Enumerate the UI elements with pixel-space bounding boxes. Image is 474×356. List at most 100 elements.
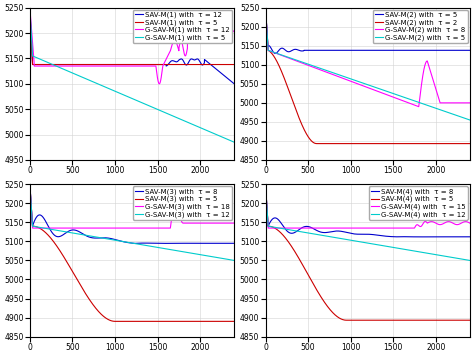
SAV-M(1) with  τ = 5 (50, 62, 55, 67)
SAV-M(4) with  τ = 5 (467, 318, 473, 322)
SAV-M(1) with  τ = 12 (55, 62, 61, 67)
SAV-M(4) with  τ = 5 (263, 183, 268, 187)
SAV-M(1) with  τ = 12 (27, 11, 33, 15)
SAV-M(1) with  τ = 5 (27, 8, 33, 12)
SAV-M(1) with  τ = 12 (120, 62, 126, 67)
SAV-M(2) with  τ = 5 (436, 48, 441, 52)
G-SAV-M(4) with  τ = 15 (467, 221, 473, 225)
Line: SAV-M(1) with  τ = 12: SAV-M(1) with τ = 12 (30, 13, 234, 84)
SAV-M(1) with  τ = 5 (200, 62, 206, 67)
G-SAV-M(4) with  τ = 15 (285, 226, 291, 230)
G-SAV-M(2) with  τ = 5 (263, 6, 268, 11)
Legend: SAV-M(1) with  τ = 12, SAV-M(1) with  τ = 5, G-SAV-M(1) with  τ = 12, G-SAV-M(1): SAV-M(1) with τ = 12, SAV-M(1) with τ = … (133, 10, 232, 43)
SAV-M(2) with  τ = 5 (273, 51, 278, 56)
G-SAV-M(3) with  τ = 18 (200, 221, 206, 225)
SAV-M(4) with  τ = 5 (268, 224, 274, 229)
G-SAV-M(1) with  τ = 12 (231, 28, 237, 33)
G-SAV-M(1) with  τ = 12 (200, 26, 206, 30)
G-SAV-M(4) with  τ = 15 (279, 226, 284, 230)
G-SAV-M(4) with  τ = 12 (291, 228, 296, 232)
SAV-M(1) with  τ = 5 (43, 62, 49, 67)
G-SAV-M(3) with  τ = 18 (30, 226, 36, 230)
SAV-M(1) with  τ = 12 (33, 62, 38, 67)
G-SAV-M(4) with  τ = 12 (278, 226, 284, 231)
G-SAV-M(1) with  τ = 12 (120, 64, 126, 68)
SAV-M(3) with  τ = 5 (33, 224, 38, 229)
G-SAV-M(1) with  τ = 12 (27, 6, 33, 11)
SAV-M(2) with  τ = 5 (285, 49, 291, 54)
SAV-M(1) with  τ = 5 (231, 62, 237, 67)
SAV-M(3) with  τ = 5 (43, 231, 48, 235)
SAV-M(3) with  τ = 8 (33, 216, 38, 221)
G-SAV-M(1) with  τ = 12 (49, 64, 55, 68)
G-SAV-M(4) with  τ = 12 (436, 253, 441, 257)
Line: G-SAV-M(2) with  τ = 5: G-SAV-M(2) with τ = 5 (265, 9, 470, 120)
G-SAV-M(2) with  τ = 8 (263, 6, 268, 11)
G-SAV-M(1) with  τ = 12 (156, 82, 162, 86)
G-SAV-M(4) with  τ = 15 (436, 222, 441, 226)
G-SAV-M(4) with  τ = 12 (467, 258, 473, 263)
Line: SAV-M(1) with  τ = 5: SAV-M(1) with τ = 5 (30, 10, 234, 64)
SAV-M(4) with  τ = 5 (285, 239, 291, 244)
Line: SAV-M(4) with  τ = 5: SAV-M(4) with τ = 5 (265, 185, 470, 320)
SAV-M(2) with  τ = 2 (291, 101, 296, 106)
G-SAV-M(2) with  τ = 8 (467, 101, 473, 105)
SAV-M(3) with  τ = 8 (132, 241, 137, 246)
G-SAV-M(3) with  τ = 18 (33, 226, 38, 230)
G-SAV-M(2) with  τ = 5 (436, 107, 441, 111)
G-SAV-M(2) with  τ = 5 (278, 53, 284, 57)
G-SAV-M(1) with  τ = 5 (43, 59, 48, 64)
G-SAV-M(4) with  τ = 12 (263, 183, 268, 187)
Line: G-SAV-M(3) with  τ = 12: G-SAV-M(3) with τ = 12 (30, 185, 234, 261)
G-SAV-M(2) with  τ = 8 (285, 56, 291, 60)
G-SAV-M(3) with  τ = 12 (27, 183, 33, 187)
G-SAV-M(1) with  τ = 5 (200, 127, 206, 131)
G-SAV-M(3) with  τ = 18 (231, 221, 237, 225)
G-SAV-M(4) with  τ = 15 (265, 226, 271, 230)
SAV-M(3) with  τ = 5 (120, 319, 126, 324)
SAV-M(2) with  τ = 5 (291, 47, 297, 52)
SAV-M(2) with  τ = 2 (285, 86, 291, 90)
G-SAV-M(3) with  τ = 12 (231, 258, 237, 263)
SAV-M(2) with  τ = 2 (263, 6, 268, 11)
G-SAV-M(2) with  τ = 5 (285, 55, 291, 59)
G-SAV-M(2) with  τ = 8 (356, 82, 361, 86)
Line: G-SAV-M(4) with  τ = 12: G-SAV-M(4) with τ = 12 (265, 185, 470, 261)
SAV-M(1) with  τ = 12 (49, 62, 55, 67)
Line: G-SAV-M(3) with  τ = 18: G-SAV-M(3) with τ = 18 (30, 185, 234, 228)
G-SAV-M(1) with  τ = 12 (43, 64, 48, 68)
SAV-M(4) with  τ = 8 (263, 183, 268, 187)
G-SAV-M(2) with  τ = 8 (291, 58, 296, 62)
SAV-M(3) with  τ = 5 (49, 238, 55, 242)
G-SAV-M(3) with  τ = 18 (50, 226, 55, 230)
SAV-M(3) with  τ = 5 (200, 319, 206, 324)
G-SAV-M(1) with  τ = 5 (55, 65, 61, 69)
SAV-M(2) with  τ = 5 (279, 46, 284, 51)
SAV-M(2) with  τ = 5 (356, 48, 361, 52)
G-SAV-M(3) with  τ = 18 (120, 226, 126, 230)
G-SAV-M(2) with  τ = 5 (268, 49, 274, 53)
Legend: SAV-M(2) with  τ = 5, SAV-M(2) with  τ = 2, G-SAV-M(2) with  τ = 8, G-SAV-M(2) w: SAV-M(2) with τ = 5, SAV-M(2) with τ = 2… (373, 10, 468, 43)
SAV-M(4) with  τ = 8 (268, 219, 274, 223)
SAV-M(2) with  τ = 5 (268, 46, 274, 51)
G-SAV-M(3) with  τ = 12 (49, 227, 55, 232)
SAV-M(4) with  τ = 5 (278, 231, 284, 235)
Line: SAV-M(2) with  τ = 5: SAV-M(2) with τ = 5 (265, 9, 470, 53)
G-SAV-M(3) with  τ = 12 (43, 226, 48, 231)
Legend: SAV-M(4) with  τ = 8, SAV-M(4) with  τ = 5, G-SAV-M(4) with  τ = 15, G-SAV-M(4) : SAV-M(4) with τ = 8, SAV-M(4) with τ = 5… (369, 186, 468, 220)
SAV-M(3) with  τ = 8 (120, 240, 126, 244)
SAV-M(1) with  τ = 5 (55, 62, 61, 67)
G-SAV-M(1) with  τ = 5 (33, 55, 38, 59)
SAV-M(2) with  τ = 2 (278, 69, 284, 73)
SAV-M(2) with  τ = 2 (356, 141, 361, 146)
G-SAV-M(4) with  τ = 15 (268, 226, 274, 230)
SAV-M(3) with  τ = 5 (231, 319, 237, 324)
G-SAV-M(1) with  τ = 12 (33, 64, 38, 68)
G-SAV-M(3) with  τ = 12 (33, 225, 38, 229)
SAV-M(1) with  τ = 5 (30, 62, 36, 67)
G-SAV-M(1) with  τ = 5 (231, 140, 237, 144)
G-SAV-M(3) with  τ = 12 (200, 253, 206, 257)
SAV-M(3) with  τ = 8 (27, 183, 33, 187)
G-SAV-M(4) with  τ = 15 (356, 226, 361, 230)
G-SAV-M(4) with  τ = 12 (356, 239, 361, 244)
